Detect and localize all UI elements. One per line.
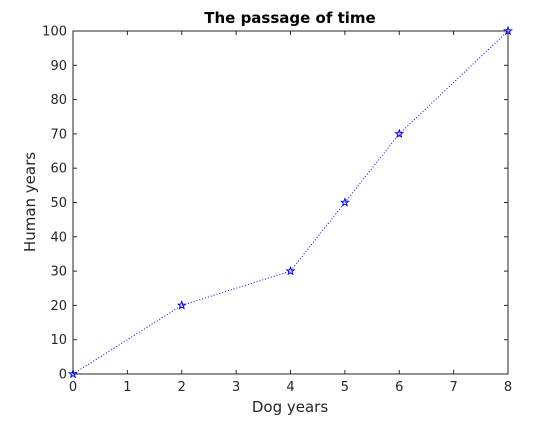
x-tick-label: 8 [504, 380, 512, 395]
x-tick-label: 5 [341, 380, 349, 395]
y-axis-label: Human years [21, 152, 39, 252]
y-tick-label: 100 [42, 25, 67, 40]
x-tick-label: 7 [449, 380, 457, 395]
x-tick-label: 3 [232, 380, 240, 395]
data-point-marker [394, 128, 405, 139]
axes-box [72, 30, 509, 375]
chart-title: The passage of time [204, 9, 375, 27]
y-tick-label: 40 [50, 230, 67, 245]
x-tick-label: 6 [395, 380, 403, 395]
y-tick-label: 90 [50, 59, 67, 74]
x-axis-label: Dog years [252, 398, 328, 416]
y-tick-label: 30 [50, 265, 67, 280]
plot-area [72, 30, 509, 375]
y-tick-label: 0 [59, 368, 67, 383]
y-tick-label: 60 [50, 162, 67, 177]
y-tick-label: 70 [50, 127, 67, 142]
data-point-marker [285, 265, 296, 276]
data-point-marker [339, 197, 350, 207]
data-point-marker [176, 300, 187, 310]
y-tick-label: 10 [50, 333, 67, 348]
x-tick-label: 4 [286, 380, 294, 395]
x-tick-label: 1 [123, 380, 131, 395]
data-point-marker [503, 25, 513, 36]
data-point-marker [68, 368, 78, 379]
y-tick-label: 80 [50, 93, 67, 108]
x-tick-label: 2 [178, 380, 186, 395]
series-layer [68, 25, 513, 379]
x-tick-label: 0 [69, 380, 77, 395]
y-tick-label: 50 [50, 196, 67, 211]
y-tick-label: 20 [50, 299, 67, 314]
